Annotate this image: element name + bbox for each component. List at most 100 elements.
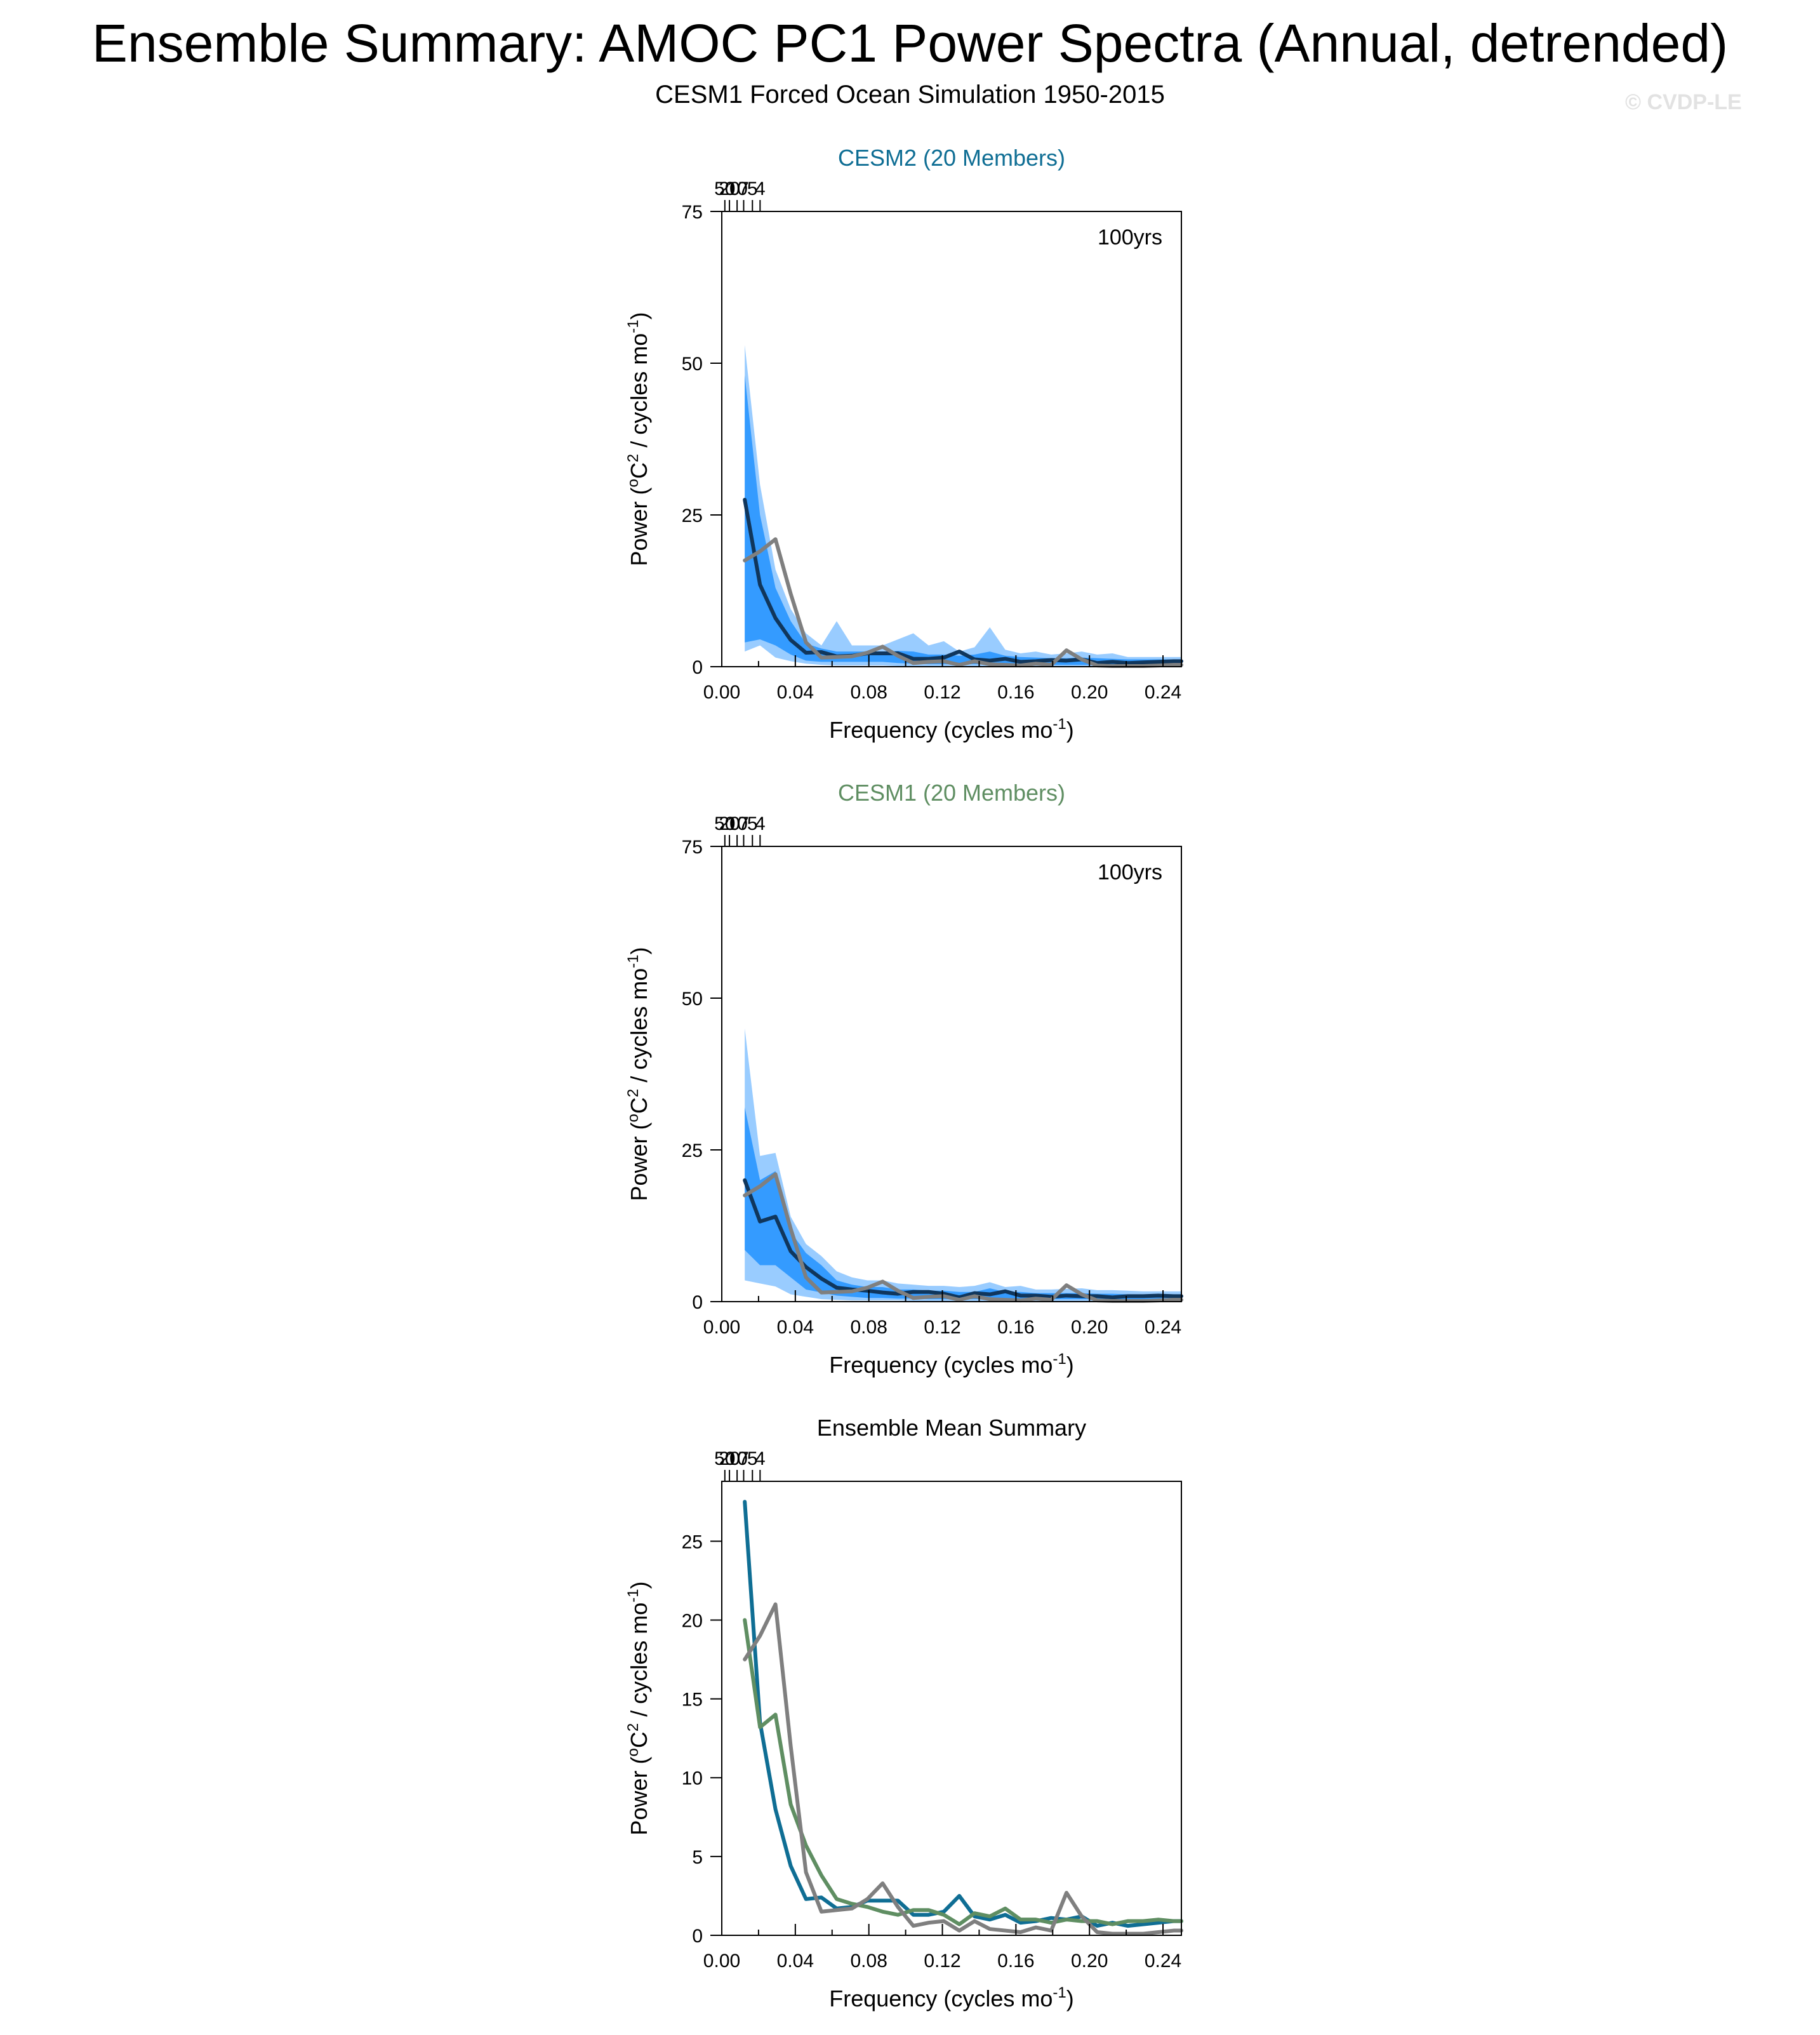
y-axis-label-sup: -1: [625, 319, 642, 333]
plot-frame: [721, 1481, 1182, 1936]
x-tick-label: 0.24: [1145, 682, 1181, 703]
y-axis-label-end: ): [626, 1581, 652, 1589]
x-tick-label: 0.04: [777, 1317, 814, 1338]
y-axis-label-sq: 2: [625, 1089, 642, 1097]
series-line-ensemble_mean: [743, 498, 1183, 665]
y-tick-label: 0: [692, 1292, 703, 1313]
chart-panel-2: 0.00 0.04 0.08 0.12 0.16 0.20 0.24025507550201…: [625, 780, 1183, 1378]
series-line-cesm2: [743, 1500, 1183, 1928]
x-tick-label: 0.20: [1071, 1317, 1108, 1338]
x-tick-label: 0.04: [777, 682, 814, 703]
y-axis-label-mid: / cycles mo: [626, 968, 652, 1089]
y-tick-label: 0: [692, 1926, 703, 1947]
x-axis-label-end: ): [1066, 717, 1074, 743]
y-axis-label-degree: o: [625, 1748, 642, 1756]
x-tick-label: 0.12: [924, 1317, 960, 1338]
x-tick-label: 0.24: [1145, 1951, 1181, 1972]
x-axis-label-text: Frequency (cycles mo: [829, 1985, 1053, 2012]
x-tick-label: 0.08: [850, 1317, 887, 1338]
x-axis-label-end: ): [1066, 1985, 1074, 2012]
y-tick-label: 0: [692, 657, 703, 678]
y-tick-label: 75: [682, 202, 703, 223]
x-tick-label: 0.08: [850, 682, 887, 703]
x-axis-label: Frequency (cycles mo-1): [829, 1984, 1073, 2012]
top-period-label: 7: [738, 178, 749, 199]
series-line-observation: [743, 1602, 1183, 1936]
x-axis-label-sup: -1: [1053, 716, 1066, 733]
series-line-cesm1: [743, 1618, 1183, 1926]
series-line-ensemble_mean: [743, 1178, 1183, 1300]
chart-panel-3: 0.00 0.04 0.08 0.12 0.16 0.20 0.24051015202550…: [625, 1415, 1183, 2012]
y-axis-label: Power (oC2 / cycles mo-1): [625, 312, 652, 566]
y-axis-label-end: ): [626, 947, 652, 954]
x-tick-label: 0.12: [924, 682, 960, 703]
y-tick-label: 75: [682, 837, 703, 858]
top-period-label: 4: [755, 813, 766, 834]
x-axis-label-text: Frequency (cycles mo: [829, 717, 1053, 743]
x-tick-label: 0.16: [997, 682, 1034, 703]
top-period-label: 4: [755, 1448, 766, 1469]
x-axis-label-sup: -1: [1053, 1984, 1066, 2001]
x-tick-label: 0.00: [703, 682, 740, 703]
y-axis-label-end: ): [626, 312, 652, 319]
x-tick-label: 0.04: [777, 1951, 814, 1972]
panel-annotation: 100yrs: [1098, 225, 1162, 250]
watermark: © CVDP-LE: [1625, 90, 1742, 114]
y-axis-label-mid: / cycles mo: [626, 333, 652, 454]
top-period-label: 7: [738, 813, 749, 834]
y-axis-label: Power (oC2 / cycles mo-1): [625, 1581, 652, 1835]
panel-title: Ensemble Mean Summary: [817, 1415, 1086, 1441]
top-period-label: 50: [714, 178, 735, 199]
chart-panel-1: 0.00 0.04 0.08 0.12 0.16 0.20 0.24025507550201…: [625, 145, 1183, 743]
x-tick-label: 0.20: [1071, 1951, 1108, 1972]
x-tick-label: 0.00: [703, 1317, 740, 1338]
top-period-label: 10: [726, 1448, 747, 1469]
x-axis-label: Frequency (cycles mo-1): [829, 1351, 1073, 1378]
y-axis-label-sq: 2: [625, 454, 642, 462]
y-tick-label: 20: [682, 1610, 703, 1631]
top-period-label: 20: [719, 178, 740, 199]
y-tick-label: 50: [682, 354, 703, 375]
panel-annotation: 100yrs: [1098, 860, 1162, 884]
y-axis-label-start: Power (: [626, 488, 652, 566]
x-axis-label-end: ): [1066, 1352, 1074, 1378]
top-period-label: 7: [738, 1448, 749, 1469]
y-axis-label-mid: / cycles mo: [626, 1603, 652, 1723]
top-period-label: 5: [747, 1448, 758, 1469]
top-period-label: 50: [714, 813, 735, 834]
x-tick-label: 0.16: [997, 1317, 1034, 1338]
x-tick-label: 0.20: [1071, 682, 1108, 703]
y-tick-label: 5: [692, 1847, 703, 1868]
top-period-label: 20: [719, 1448, 740, 1469]
y-tick-label: 25: [682, 1140, 703, 1161]
x-tick-label: 0.16: [997, 1951, 1034, 1972]
x-tick-label: 0.24: [1145, 1317, 1181, 1338]
x-tick-label: 0.00: [703, 1951, 740, 1972]
x-axis-label: Frequency (cycles mo-1): [829, 716, 1073, 743]
y-axis-label-unit: C: [626, 1097, 652, 1114]
series-line-observation: [743, 537, 1183, 669]
x-axis-label-sup: -1: [1053, 1351, 1066, 1368]
panel-title: CESM1 (20 Members): [838, 780, 1065, 806]
y-axis-label: Power (oC2 / cycles mo-1): [625, 947, 652, 1201]
top-period-label: 10: [726, 178, 747, 199]
y-tick-label: 50: [682, 989, 703, 1010]
y-tick-label: 25: [682, 505, 703, 526]
x-tick-label: 0.08: [850, 1951, 887, 1972]
y-axis-label-sup: -1: [625, 1589, 642, 1602]
top-period-label: 10: [726, 813, 747, 834]
figure-title: Ensemble Summary: AMOC PC1 Power Spectra…: [91, 13, 1729, 73]
y-axis-label-unit: C: [626, 462, 652, 479]
panel-title: CESM2 (20 Members): [838, 145, 1065, 171]
figure-subtitle: CESM1 Forced Ocean Simulation 1950-2015: [655, 81, 1165, 109]
top-period-label: 5: [747, 813, 758, 834]
series-line-observation: [743, 1172, 1183, 1304]
y-axis-label-sup: -1: [625, 954, 642, 968]
x-tick-label: 0.12: [924, 1951, 960, 1972]
x-axis-label-text: Frequency (cycles mo: [829, 1352, 1053, 1378]
top-period-label: 4: [755, 178, 766, 199]
y-axis-label-start: Power (: [626, 1757, 652, 1836]
spread-band-outer: [745, 345, 1181, 667]
top-period-label: 50: [714, 1448, 735, 1469]
